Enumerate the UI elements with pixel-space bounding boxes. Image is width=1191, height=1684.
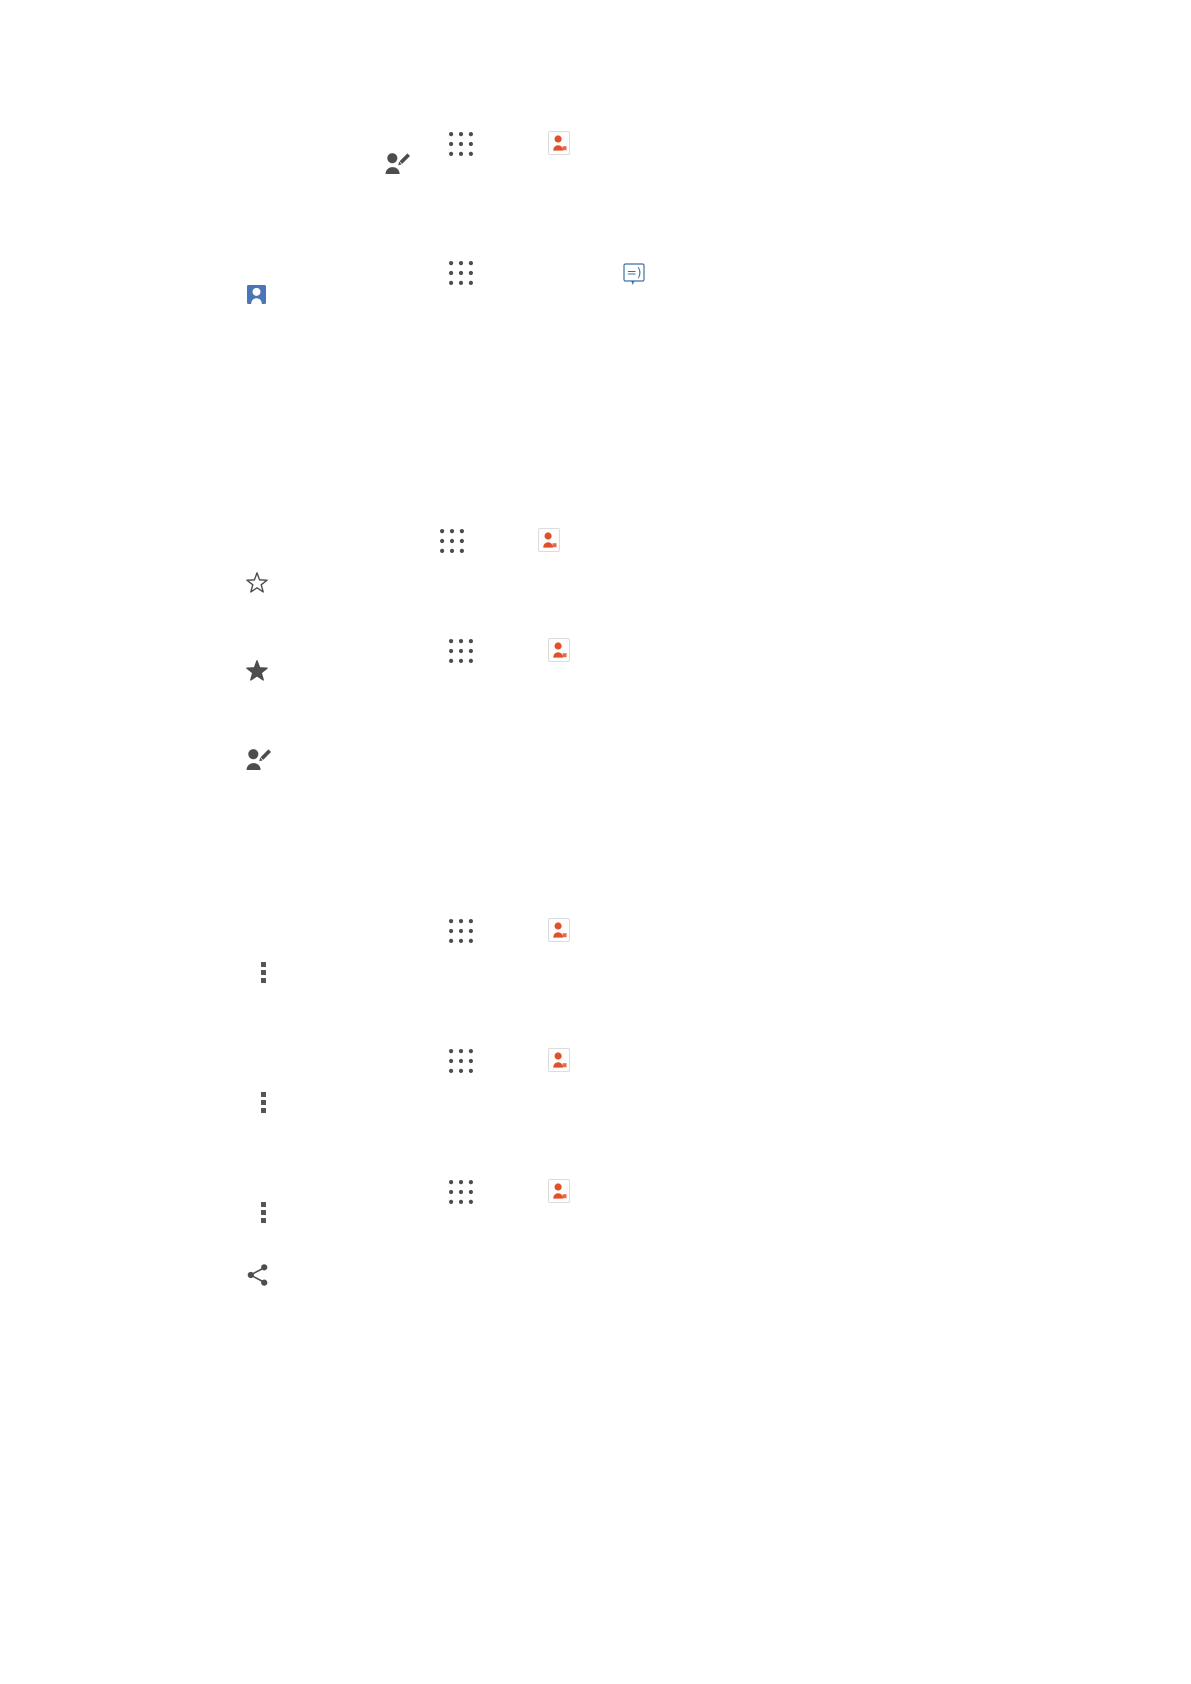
overflow-menu-icon — [261, 1202, 267, 1223]
overflow-menu-icon — [261, 1092, 267, 1113]
app-grid-icon — [449, 1180, 473, 1204]
overflow-dot — [261, 1202, 266, 1207]
contacts-app-icon — [548, 1179, 570, 1203]
star-outline-icon — [246, 572, 268, 594]
app-grid-icon — [440, 529, 464, 553]
edit-contact-icon — [245, 748, 271, 770]
overflow-dot — [261, 1100, 266, 1105]
contacts-app-icon — [548, 638, 570, 662]
overflow-dot — [261, 970, 266, 975]
app-grid-icon — [449, 639, 473, 663]
svg-text:=): =) — [627, 266, 642, 280]
contacts-app-icon — [548, 918, 570, 942]
app-grid-icon — [449, 1049, 473, 1073]
overflow-dot — [261, 1108, 266, 1113]
overflow-dot — [261, 978, 266, 983]
overflow-dot — [261, 962, 266, 967]
contacts-app-icon — [538, 528, 560, 552]
chat-smiley-icon: =) — [623, 263, 645, 285]
overflow-dot — [261, 1092, 266, 1097]
app-grid-icon — [449, 132, 473, 156]
contacts-app-icon — [548, 131, 570, 155]
overflow-dot — [261, 1210, 266, 1215]
share-icon — [246, 1263, 270, 1287]
star-filled-icon — [246, 660, 268, 682]
overflow-dot — [261, 1218, 266, 1223]
app-grid-icon — [449, 261, 473, 285]
profile-person-icon — [247, 285, 266, 304]
edit-contact-icon — [384, 152, 410, 174]
contacts-app-icon — [548, 1048, 570, 1072]
overflow-menu-icon — [261, 962, 267, 983]
app-grid-icon — [449, 919, 473, 943]
